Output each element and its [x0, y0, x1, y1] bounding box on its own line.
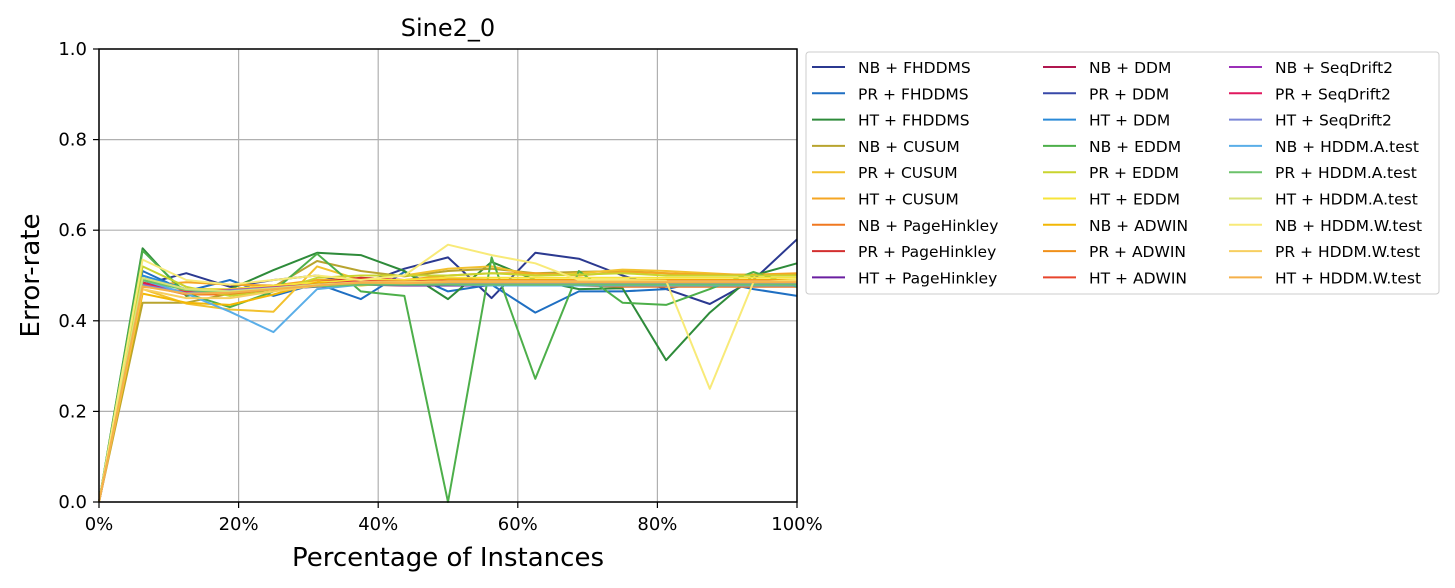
legend-label-pr-hddm-a-test: PR + HDDM.A.test	[1275, 164, 1417, 182]
y-tick-label: 1.0	[58, 39, 87, 60]
legend-label-nb-pagehinkley: NB + PageHinkley	[858, 217, 998, 235]
legend-label-pr-cusum: PR + CUSUM	[858, 164, 958, 182]
legend: NB + FHDDMS PR + FHDDMS HT + FHDDMS NB + CU…	[805, 51, 1440, 295]
legend-label-ht-cusum: HT + CUSUM	[858, 191, 959, 209]
legend-label-ht-eddm: HT + EDDM	[1089, 191, 1180, 209]
x-tick-label: 20%	[219, 514, 259, 535]
x-tick-label: 0%	[85, 514, 114, 535]
series-line-pr-pagehinkley	[98, 276, 797, 503]
series-line-nb-pagehinkley	[98, 283, 797, 503]
x-tick-label: 40%	[358, 514, 398, 535]
x-tick-label: 80%	[637, 514, 677, 535]
legend-label-ht-hddm-a-test: HT + HDDM.A.test	[1275, 191, 1418, 209]
legend-label-pr-hddm-w-test: PR + HDDM.W.test	[1275, 243, 1420, 261]
x-tick-label: 100%	[771, 514, 822, 535]
y-tick-label: 0.2	[58, 401, 87, 422]
legend-label-pr-seqdrift2: PR + SeqDrift2	[1275, 85, 1391, 103]
x-tick-label: 60%	[498, 514, 538, 535]
series-line-ht-ddm	[98, 274, 797, 503]
legend-label-pr-fhddms: PR + FHDDMS	[858, 85, 969, 103]
legend-label-ht-fhddms: HT + FHDDMS	[858, 112, 970, 130]
y-axis-ticks: 0.0 0.2 0.4 0.6 0.8 1.0	[58, 39, 99, 513]
series-line-nb-hddm-a-test	[98, 279, 797, 503]
legend-label-nb-seqdrift2: NB + SeqDrift2	[1275, 59, 1393, 77]
series-line-ht-hddm-w-test	[98, 281, 797, 503]
legend-label-nb-hddm-w-test: NB + HDDM.W.test	[1275, 217, 1422, 235]
legend-label-nb-adwin: NB + ADWIN	[1089, 217, 1188, 235]
legend-label-nb-fhddms: NB + FHDDMS	[858, 59, 971, 77]
series-line-pr-hddm-a-test	[98, 279, 797, 503]
series-lines	[98, 238, 798, 503]
series-line-ht-pagehinkley	[98, 283, 797, 503]
series-line-nb-adwin	[98, 279, 797, 503]
x-axis-title: Percentage of Instances	[292, 543, 604, 573]
legend-label-pr-adwin: PR + ADWIN	[1089, 243, 1186, 261]
series-line-ht-seqdrift2	[98, 282, 797, 503]
series-line-ht-eddm	[98, 276, 797, 503]
series-line-pr-cusum	[98, 265, 797, 503]
legend-box	[805, 51, 1440, 295]
legend-label-ht-seqdrift2: HT + SeqDrift2	[1275, 112, 1392, 130]
legend-items: NB + FHDDMS PR + FHDDMS HT + FHDDMS NB + CU…	[812, 59, 1422, 287]
y-tick-label: 0.0	[58, 492, 87, 513]
series-line-pr-hddm-w-test	[98, 280, 797, 503]
y-tick-label: 0.4	[58, 311, 87, 332]
series-line-ht-adwin	[98, 279, 797, 503]
y-tick-label: 0.6	[58, 220, 87, 241]
series-line-ht-hddm-a-test	[98, 276, 797, 503]
series-line-nb-seqdrift2	[98, 282, 797, 503]
plot-frame	[98, 48, 798, 503]
legend-label-pr-pagehinkley: PR + PageHinkley	[858, 243, 996, 261]
chart-title: Sine2_0	[401, 14, 495, 42]
legend-label-ht-pagehinkley: HT + PageHinkley	[858, 269, 997, 287]
legend-label-pr-eddm: PR + EDDM	[1089, 164, 1179, 182]
legend-label-pr-ddm: PR + DDM	[1089, 85, 1169, 103]
series-line-pr-ddm	[98, 281, 797, 503]
legend-label-nb-ddm: NB + DDM	[1089, 59, 1171, 77]
y-axis-title: Error-rate	[16, 214, 46, 338]
legend-label-ht-adwin: HT + ADWIN	[1089, 269, 1187, 287]
legend-label-ht-hddm-w-test: HT + HDDM.W.test	[1275, 269, 1421, 287]
legend-label-nb-eddm: NB + EDDM	[1089, 138, 1181, 156]
legend-label-ht-ddm: HT + DDM	[1089, 112, 1170, 130]
legend-label-nb-hddm-a-test: NB + HDDM.A.test	[1275, 138, 1419, 156]
legend-label-nb-cusum: NB + CUSUM	[858, 138, 960, 156]
y-tick-label: 0.8	[58, 130, 87, 151]
x-axis-ticks: 0% 20% 40% 60% 80% 100%	[85, 502, 823, 535]
series-line-pr-seqdrift2	[98, 280, 797, 503]
series-line-pr-adwin	[98, 279, 797, 503]
series-line-nb-hddm-w-test	[98, 243, 798, 503]
series-line-nb-ddm	[98, 282, 797, 503]
